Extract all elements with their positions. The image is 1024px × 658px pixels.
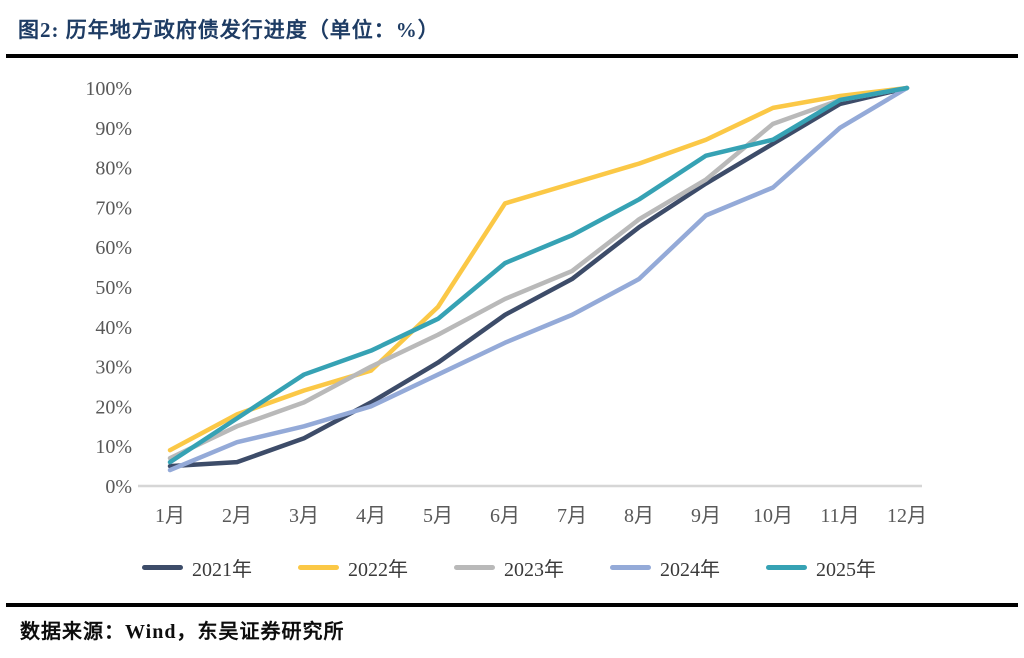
x-tick-label: 1月 bbox=[155, 505, 185, 527]
y-tick-label: 30% bbox=[95, 357, 132, 379]
legend-item-2022: 2022年 bbox=[298, 553, 408, 582]
x-tick-label: 12月 bbox=[887, 505, 927, 527]
x-tick-label: 8月 bbox=[624, 505, 654, 527]
top-divider bbox=[6, 54, 1018, 58]
legend-label: 2024年 bbox=[660, 559, 720, 581]
series-line-2025 bbox=[167, 85, 910, 465]
y-tick-label: 20% bbox=[95, 396, 132, 418]
series-line-2022 bbox=[167, 85, 910, 453]
y-tick-label: 0% bbox=[105, 476, 132, 498]
x-tick-label: 10月 bbox=[753, 505, 793, 527]
series-line-2023 bbox=[167, 85, 910, 461]
y-tick-label: 40% bbox=[95, 317, 132, 339]
bottom-divider bbox=[6, 603, 1018, 607]
series-line-2024 bbox=[167, 85, 910, 473]
y-tick-label: 50% bbox=[95, 277, 132, 299]
legend-item-2024: 2024年 bbox=[610, 553, 720, 582]
legend-swatch-icon bbox=[454, 565, 495, 570]
legend-swatch-icon bbox=[142, 565, 183, 570]
legend-swatch-icon bbox=[610, 565, 651, 570]
x-tick-label: 9月 bbox=[691, 505, 721, 527]
legend-label: 2023年 bbox=[504, 559, 564, 581]
figure-title: 图2: 历年地方政府债发行进度（单位：%） bbox=[18, 18, 440, 42]
chart-legend: 2021年 2022年 2023年 2024年 2025年 bbox=[142, 553, 876, 582]
y-tick-label: 60% bbox=[95, 237, 132, 259]
y-tick-label: 70% bbox=[95, 197, 132, 219]
line-chart: 0% 10% 20% 30% 40% 50% 60% 70% 80% 90% 100% 1月 2月 3月 4… bbox=[85, 78, 927, 527]
x-tick-label: 11月 bbox=[820, 505, 859, 527]
y-tick-label: 100% bbox=[85, 78, 132, 100]
legend-item-2023: 2023年 bbox=[454, 553, 564, 582]
legend-swatch-icon bbox=[766, 565, 807, 570]
legend-label: 2025年 bbox=[816, 559, 876, 581]
x-tick-label: 7月 bbox=[557, 505, 587, 527]
y-tick-label: 80% bbox=[95, 158, 132, 180]
x-tick-label: 2月 bbox=[222, 505, 252, 527]
y-tick-label: 90% bbox=[95, 118, 132, 140]
x-tick-label: 5月 bbox=[423, 505, 453, 527]
data-source: 数据来源：Wind，东吴证券研究所 bbox=[20, 621, 345, 643]
x-tick-label: 3月 bbox=[289, 505, 319, 527]
x-tick-label: 6月 bbox=[490, 505, 520, 527]
legend-swatch-icon bbox=[298, 565, 339, 570]
y-tick-label: 10% bbox=[95, 436, 132, 458]
series-line-2021 bbox=[167, 85, 910, 469]
legend-item-2021: 2021年 bbox=[142, 553, 252, 582]
x-tick-label: 4月 bbox=[356, 505, 386, 527]
legend-item-2025: 2025年 bbox=[766, 553, 876, 582]
legend-label: 2022年 bbox=[348, 559, 408, 581]
legend-label: 2021年 bbox=[192, 559, 252, 581]
